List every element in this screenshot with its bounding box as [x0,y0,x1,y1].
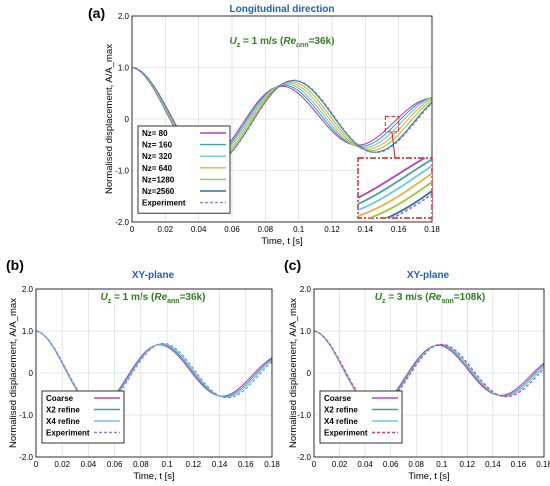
legend-label: Nz= 80 [142,129,168,138]
legend-label: Nz= 320 [142,152,173,161]
x-tick-label: 0.08 [408,460,424,469]
x-tick-label: 0.1 [436,460,448,469]
y-tick-label: -2.0 [297,453,311,462]
y-tick-label: -1.0 [115,167,129,176]
panel-label-b: (b) [6,257,24,273]
y-axis-label: Normalised displacement, A/A_max [8,298,19,448]
y-tick-label: 1.0 [22,327,34,336]
x-tick-label: 0.06 [224,225,240,234]
x-tick-label: 0.02 [332,460,348,469]
inset-series-line [366,181,432,218]
condition-c: Uz = 3 m/s (Reann=108k) [375,292,485,305]
legend-label: Experiment [324,429,368,438]
legend-label: Experiment [46,429,90,438]
x-tick-label: 0 [34,460,39,469]
y-tick-label: 1.0 [300,327,312,336]
panel-label-c: (c) [284,257,301,273]
legend-label: Nz= 160 [142,141,173,150]
zoom-connector [391,131,396,159]
y-tick-label: 2.0 [118,12,130,21]
plot-area [36,330,272,409]
y-tick-label: 2.0 [300,285,312,294]
x-tick-label: 0.04 [357,460,373,469]
inset-series-line [358,158,432,205]
x-tick-label: 0.08 [133,460,149,469]
plot-frame [35,288,273,458]
x-tick-label: 0.02 [158,225,174,234]
panel-label-a: (a) [88,5,105,21]
legend-label: X4 refine [324,417,358,426]
x-tick-label: 0.1 [293,225,305,234]
legend-label: X2 refine [46,406,80,415]
chart-title-b: XY-plane [132,270,175,281]
y-axis-label: Normalised displacement, A/A_max [104,44,115,194]
legend-label: X4 refine [46,417,80,426]
x-tick-label: 0.18 [536,460,550,469]
x-tick-label: 0.14 [358,225,374,234]
legend-box [137,125,231,214]
x-tick-label: 0.06 [107,460,123,469]
inset-series-line [358,158,427,199]
x-axis-label: Time, t [s] [261,236,302,247]
x-tick-label: 0.16 [511,460,527,469]
x-axis-label: Time, t [s] [133,471,174,481]
x-tick-label: 0.18 [424,225,440,234]
y-tick-label: -1.0 [19,411,33,420]
condition-a: Uz = 1 m/s (Reann=36k) [230,36,335,49]
x-tick-label: 0.14 [485,460,501,469]
y-tick-label: 2.0 [22,285,34,294]
legend-label: Coarse [324,394,352,403]
x-tick-label: 0.1 [162,460,174,469]
zoom-marker [384,115,400,133]
y-tick-label: 0 [307,369,312,378]
panel-b: (b) XY-plane Uz = 1 m/s (Reann=36k) 0 0.0… [6,257,280,482]
plot-area [314,330,544,409]
x-tick-label: 0.12 [324,225,340,234]
panel-a: (a) Longitudinal direction Uz = 1 m/s (R… [88,4,440,247]
legend-label: X2 refine [324,406,358,415]
x-tick-label: 0 [130,225,135,234]
legend-label: Coarse [46,394,74,403]
series-line [314,330,544,409]
chart-title-c: XY-plane [407,270,450,281]
x-tick-label: 0.02 [54,460,70,469]
y-tick-label: 0 [125,115,130,124]
inset-area [358,158,432,218]
y-tick-label: 0 [29,369,34,378]
series-line [36,330,272,409]
x-tick-label: 0.06 [383,460,399,469]
x-tick-label: 0.18 [264,460,280,469]
x-tick-label: 0.04 [191,225,207,234]
x-tick-label: 0.08 [258,225,274,234]
inset-series-line [358,165,432,211]
inset-series-line [358,172,432,217]
x-tick-label: 0.16 [238,460,254,469]
plot-frame [313,288,545,458]
legend-box [41,390,125,444]
y-tick-label: -2.0 [115,218,129,227]
legend-label: Experiment [142,199,186,208]
x-tick-label: 0.12 [186,460,202,469]
legend-label: Nz=2560 [142,187,175,196]
y-tick-label: -2.0 [19,453,33,462]
plot-frame [131,15,433,223]
chart-title-a: Longitudinal direction [230,4,335,15]
x-tick-label: 0.14 [212,460,228,469]
y-tick-label: -1.0 [297,411,311,420]
legend-label: Nz= 640 [142,164,173,173]
x-tick-label: 0.04 [81,460,97,469]
inset-series-line [384,190,432,218]
inset-series-line [389,193,432,218]
x-tick-label: 0.16 [391,225,407,234]
y-axis-label: Normalised displacement, A/A_max [288,298,299,448]
panel-c: (c) XY-plane Uz = 3 m/s (Reann=108k) 0 0.… [284,257,550,482]
x-tick-label: 0 [312,460,317,469]
x-tick-label: 0.12 [460,460,476,469]
y-tick-label: 1.0 [118,64,130,73]
legend-label: Nz=1280 [142,175,175,184]
x-axis-label: Time, t [s] [408,471,449,481]
condition-b: Uz = 1 m/s (Reann=36k) [101,292,206,305]
legend-box [319,390,403,444]
